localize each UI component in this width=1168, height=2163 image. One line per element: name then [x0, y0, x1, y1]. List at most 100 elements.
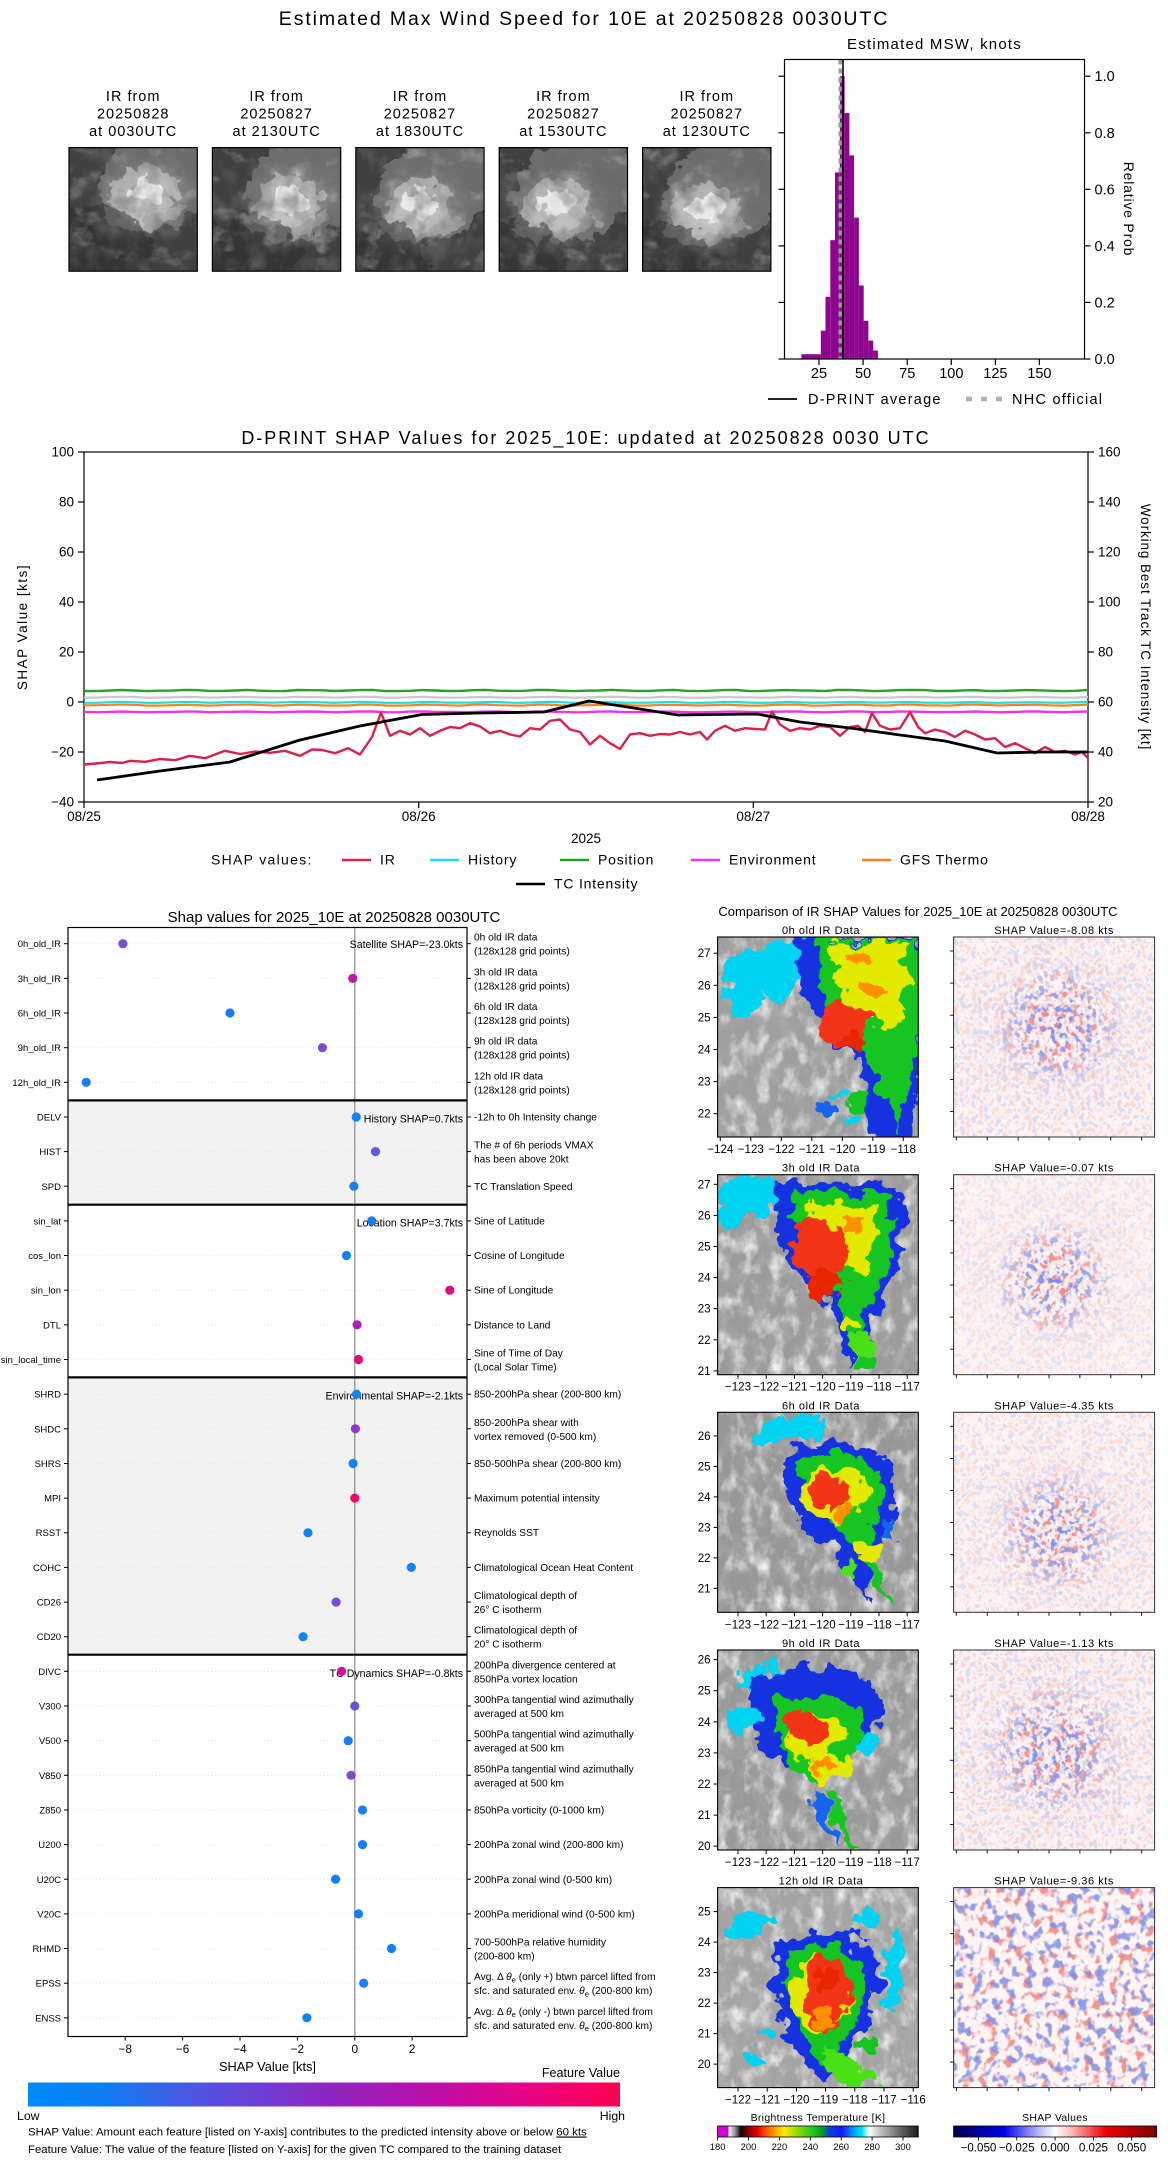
- svg-text:6h old IR Data: 6h old IR Data: [782, 1400, 860, 1412]
- svg-text:24: 24: [698, 1716, 711, 1729]
- svg-text:−119: −119: [838, 1618, 863, 1631]
- svg-text:−116: −116: [901, 2094, 926, 2107]
- svg-text:Environment: Environment: [729, 852, 816, 868]
- svg-text:sin_local_time: sin_local_time: [1, 1355, 61, 1366]
- svg-text:200hPa zonal wind (200-800 km): 200hPa zonal wind (200-800 km): [474, 1840, 624, 1851]
- svg-text:−117: −117: [895, 1618, 920, 1631]
- svg-text:−122: −122: [753, 1618, 779, 1631]
- svg-text:−119: −119: [838, 1381, 863, 1394]
- svg-text:200: 200: [741, 2141, 757, 2152]
- svg-text:(Local Solar Time): (Local Solar Time): [474, 1363, 557, 1374]
- svg-text:22: 22: [698, 1552, 711, 1565]
- svg-text:25: 25: [698, 1906, 711, 1919]
- svg-text:has been above 20kt: has been above 20kt: [474, 1155, 569, 1166]
- svg-text:DIVC: DIVC: [38, 1667, 61, 1678]
- svg-text:IR from: IR from: [536, 89, 591, 105]
- svg-text:(128x128 grid points): (128x128 grid points): [474, 1016, 570, 1027]
- svg-text:850hPa tangential wind azimuth: 850hPa tangential wind azimuthally: [474, 1764, 635, 1775]
- svg-text:−122: −122: [768, 1143, 794, 1156]
- svg-text:−122: −122: [753, 1381, 779, 1394]
- svg-text:−121: −121: [799, 1143, 825, 1156]
- svg-text:−119: −119: [860, 1143, 885, 1156]
- svg-text:160: 160: [1098, 445, 1121, 460]
- svg-text:200hPa divergence centered at: 200hPa divergence centered at: [474, 1660, 616, 1671]
- svg-text:SHRS: SHRS: [35, 1459, 61, 1470]
- svg-text:9h old IR data: 9h old IR data: [474, 1037, 538, 1048]
- svg-text:averaged at 500 km: averaged at 500 km: [474, 1744, 564, 1755]
- svg-text:−121: −121: [781, 1381, 807, 1394]
- svg-text:−123: −123: [738, 1143, 764, 1156]
- svg-text:IR from: IR from: [680, 89, 735, 105]
- svg-text:850hPa vorticity (0-1000 km): 850hPa vorticity (0-1000 km): [474, 1806, 604, 1817]
- svg-text:0.000: 0.000: [1041, 2142, 1070, 2155]
- svg-text:Relative Prob: Relative Prob: [1121, 162, 1137, 256]
- svg-text:6h_old_IR: 6h_old_IR: [18, 1009, 61, 1020]
- svg-text:300: 300: [895, 2141, 911, 2152]
- svg-text:−6: −6: [176, 2042, 190, 2056]
- svg-text:TC Dynamics SHAP=-0.8kts: TC Dynamics SHAP=-0.8kts: [330, 1668, 463, 1680]
- svg-text:Maximum potential intensity: Maximum potential intensity: [474, 1494, 601, 1505]
- svg-text:−118: −118: [866, 1618, 891, 1631]
- svg-text:21: 21: [698, 1582, 711, 1595]
- svg-text:SHAP Value=-9.36 kts: SHAP Value=-9.36 kts: [994, 1876, 1114, 1888]
- svg-text:sfc. and saturated env. θe (20: sfc. and saturated env. θe (200-800 km): [474, 1986, 652, 1998]
- svg-text:0h_old_IR: 0h_old_IR: [18, 939, 61, 950]
- svg-text:20250828: 20250828: [97, 107, 170, 123]
- svg-text:−122: −122: [753, 1856, 779, 1869]
- svg-text:22: 22: [698, 1108, 711, 1121]
- svg-text:3h_old_IR: 3h_old_IR: [18, 974, 61, 985]
- svg-text:RHMD: RHMD: [33, 1944, 62, 1955]
- svg-text:−120: −120: [810, 1381, 836, 1394]
- svg-text:Climatological depth of: Climatological depth of: [474, 1591, 577, 1602]
- svg-text:−120: −120: [783, 2094, 809, 2107]
- svg-text:26: 26: [698, 1430, 711, 1443]
- svg-text:08/27: 08/27: [736, 809, 770, 824]
- svg-text:850-500hPa shear (200-800 km): 850-500hPa shear (200-800 km): [474, 1459, 621, 1470]
- svg-text:EPSS: EPSS: [36, 1979, 61, 1990]
- svg-text:300hPa tangential wind azimuth: 300hPa tangential wind azimuthally: [474, 1695, 635, 1706]
- svg-text:COHC: COHC: [33, 1563, 61, 1574]
- svg-text:23: 23: [698, 1076, 711, 1089]
- svg-text:at 2130UTC: at 2130UTC: [233, 124, 321, 140]
- svg-text:26: 26: [698, 1209, 711, 1222]
- svg-text:20° C isotherm: 20° C isotherm: [474, 1640, 542, 1651]
- svg-text:−123: −123: [725, 1618, 751, 1631]
- svg-text:DTL: DTL: [43, 1320, 61, 1331]
- svg-text:20: 20: [59, 645, 74, 660]
- svg-text:50: 50: [855, 366, 871, 382]
- svg-text:sin_lat: sin_lat: [34, 1216, 62, 1227]
- svg-text:27: 27: [698, 947, 711, 960]
- svg-text:averaged at 500 km: averaged at 500 km: [474, 1709, 564, 1720]
- svg-text:25: 25: [698, 1460, 711, 1473]
- svg-text:ENSS: ENSS: [35, 2013, 61, 2024]
- svg-text:850hPa vortex location: 850hPa vortex location: [474, 1674, 578, 1685]
- svg-text:SHRD: SHRD: [34, 1390, 61, 1401]
- svg-text:0: 0: [66, 695, 74, 710]
- svg-text:(128x128 grid points): (128x128 grid points): [474, 1051, 570, 1062]
- svg-text:The # of 6h periods VMAX: The # of 6h periods VMAX: [474, 1141, 594, 1152]
- svg-text:TC Intensity: TC Intensity: [554, 876, 638, 892]
- svg-text:20250827: 20250827: [527, 107, 600, 123]
- svg-text:−117: −117: [871, 2094, 896, 2107]
- svg-text:100: 100: [51, 445, 74, 460]
- svg-text:−118: −118: [866, 1381, 891, 1394]
- svg-text:100: 100: [939, 366, 963, 382]
- svg-text:08/26: 08/26: [402, 809, 436, 824]
- svg-text:−8: −8: [118, 2042, 132, 2056]
- svg-text:Comparison of IR SHAP Values f: Comparison of IR SHAP Values for 2025_10…: [718, 904, 1117, 919]
- svg-text:180: 180: [710, 2141, 726, 2152]
- svg-text:2025: 2025: [571, 831, 601, 846]
- svg-text:Sine of Longitude: Sine of Longitude: [474, 1286, 554, 1297]
- svg-text:SHAP Value [kts]: SHAP Value [kts]: [219, 2059, 316, 2074]
- svg-text:21: 21: [698, 1365, 711, 1378]
- svg-text:History SHAP=0.7kts: History SHAP=0.7kts: [364, 1114, 463, 1126]
- svg-text:(128x128 grid points): (128x128 grid points): [474, 981, 570, 992]
- svg-text:22: 22: [698, 1778, 711, 1791]
- svg-text:25: 25: [698, 1685, 711, 1698]
- svg-text:24: 24: [698, 1491, 711, 1504]
- svg-text:23: 23: [698, 1967, 711, 1980]
- svg-text:at 1530UTC: at 1530UTC: [519, 124, 607, 140]
- svg-text:−120: −120: [829, 1143, 855, 1156]
- svg-text:(128x128 grid points): (128x128 grid points): [474, 947, 570, 958]
- svg-text:60: 60: [59, 545, 74, 560]
